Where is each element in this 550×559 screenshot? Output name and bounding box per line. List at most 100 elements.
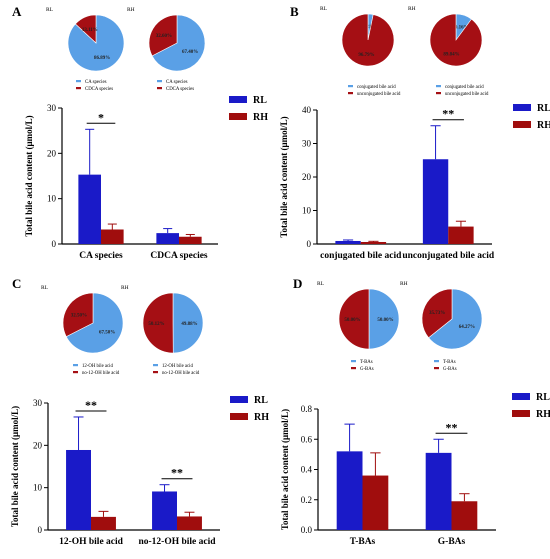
bar-rl: [156, 233, 179, 244]
bar-chart: 0.0 0.2 0.4 0.6 0.8 Total bile acid content (…: [280, 404, 496, 547]
pie-slice-label: 86.89%: [94, 56, 110, 61]
panel-d: D RL 50.00% 50.00% T-BAs G-BAs RH 64.27% 35.73% T…: [280, 276, 550, 547]
pie-slice-label: 64.27%: [459, 325, 475, 330]
panel-letter: D: [293, 276, 302, 291]
bar-rh: [451, 501, 478, 530]
pie-legend-label: conjugated bile acid: [445, 85, 484, 90]
pie-slice: [341, 13, 395, 67]
legend-swatch-rh: [230, 413, 248, 420]
pie-slice-label: 10.16%: [452, 25, 468, 30]
bar-rl: [78, 174, 101, 244]
pie-slice: [338, 288, 370, 350]
pie-slice: [148, 14, 178, 57]
pie-group-label: RL: [320, 6, 328, 12]
significance-marker: **: [442, 107, 454, 121]
y-tick-label: 0.4: [301, 465, 313, 475]
panel-letter: C: [12, 276, 21, 291]
pie-legend-label: CDCA species: [85, 87, 113, 92]
pie-chart-rl: RL 3.21% 96.79% conjugated bile acid unconju…: [320, 6, 401, 97]
y-tick-label: 30: [47, 103, 57, 113]
pie-legend-label: conjugated bile acid: [357, 85, 396, 90]
bar-chart: 0 10 20 30 Total bile acid content (μmol/L) 1…: [10, 398, 220, 547]
bar-chart: 0 10 20 30 Total bile acid content (μmol/L) C…: [24, 103, 218, 261]
pie-slice-label: 67.40%: [182, 50, 198, 55]
significance-marker: **: [171, 466, 183, 480]
pie-group-label: RL: [41, 285, 49, 291]
y-axis-label: Total bile acid content (μmol/L): [280, 409, 290, 530]
pie-legend-swatch: [153, 371, 158, 374]
y-tick-label: 40: [302, 105, 312, 115]
x-tick-label: G-BAs: [438, 537, 466, 547]
pie-slice-label: 13.11%: [82, 28, 98, 33]
pie-legend-label: T-BAs: [443, 360, 456, 365]
pie-slice-label: 32.50%: [71, 313, 87, 318]
pie-legend-label: CA species: [85, 80, 107, 85]
y-tick-label: 0: [38, 525, 43, 535]
pie-group-label: RH: [408, 6, 416, 12]
pie-slice: [65, 292, 124, 354]
pie-group-label: RH: [121, 285, 129, 291]
pie-legend-swatch: [351, 367, 356, 370]
pie-legend-swatch: [153, 364, 158, 367]
pie-slice: [421, 288, 453, 339]
legend-label: RH: [537, 120, 550, 131]
pie-legend-label: 12-OH bile acid: [82, 364, 114, 369]
legend-label: RH: [254, 412, 269, 423]
bar-rh: [177, 516, 202, 530]
pie-legend-label: G-BAs: [360, 367, 374, 372]
bar-rh: [362, 475, 389, 530]
pie-legend-label: no-12-OH bile acid: [162, 371, 200, 376]
bar-rl: [422, 159, 449, 244]
bar-legend: RL RH: [230, 395, 269, 423]
pie-group-label: RH: [400, 281, 408, 287]
pie-slice: [75, 14, 97, 44]
pie-slice-label: 50.00%: [377, 318, 393, 323]
pie-legend-label: no-12-OH bile acid: [82, 371, 120, 376]
pie-group-label: RL: [46, 7, 54, 13]
pie-slice-label: 89.84%: [443, 53, 459, 58]
bar-rl: [152, 491, 177, 530]
y-tick-label: 30: [33, 398, 43, 408]
significance-marker: **: [85, 398, 97, 412]
bar-rh: [360, 241, 387, 244]
pie-chart-rh: RH 49.88% 50.12% 12-OH bile acid no-12-OH bi…: [121, 285, 204, 376]
legend-swatch-rl: [229, 96, 247, 103]
y-tick-label: 20: [47, 148, 57, 158]
pie-legend-swatch: [76, 80, 81, 83]
pie-legend-label: CDCA species: [166, 87, 194, 92]
y-tick-label: 30: [302, 139, 312, 149]
pie-slice-label: 67.50%: [99, 331, 115, 336]
significance-marker: **: [446, 420, 458, 434]
pie-legend-swatch: [434, 360, 439, 363]
y-axis-label: Total bile acid content (μmol/L): [24, 115, 34, 236]
bar-rh: [179, 236, 202, 244]
pie-slice-label: 49.88%: [181, 322, 197, 327]
x-tick-label: conjugated bile acid: [320, 251, 402, 261]
pie-slice-label: 50.12%: [148, 322, 164, 327]
pie-legend-label: 12-OH bile acid: [162, 364, 194, 369]
pie-slice: [368, 288, 400, 350]
pie-slice: [151, 14, 206, 72]
pie-slice-label: 50.00%: [344, 318, 360, 323]
y-tick-label: 0: [52, 239, 57, 249]
pie-legend-label: G-BAs: [443, 367, 457, 372]
bar-chart: 0 10 20 30 40 Total bile acid content (μmol/L…: [279, 105, 495, 261]
y-tick-label: 0.6: [301, 434, 313, 444]
pie-slice: [429, 13, 483, 67]
legend-swatch-rl: [513, 104, 531, 111]
pie-legend-swatch: [157, 87, 162, 90]
pie-slice-label: 35.73%: [429, 311, 445, 316]
y-axis-label: Total bile acid content (μmol/L): [10, 406, 20, 527]
y-tick-label: 0: [307, 239, 312, 249]
y-tick-label: 20: [33, 440, 43, 450]
pie-legend-swatch: [351, 360, 356, 363]
pie-chart-rh: RH 64.27% 35.73% T-BAs G-BAs: [400, 281, 483, 372]
pie-legend-swatch: [348, 85, 353, 88]
legend-swatch-rh: [513, 121, 531, 128]
x-tick-label: CDCA species: [150, 251, 208, 261]
legend-swatch-rh: [229, 113, 247, 120]
pie-legend-swatch: [73, 364, 78, 367]
pie-slice: [172, 292, 204, 354]
legend-label: RH: [536, 409, 550, 420]
bar-rh: [101, 229, 124, 244]
